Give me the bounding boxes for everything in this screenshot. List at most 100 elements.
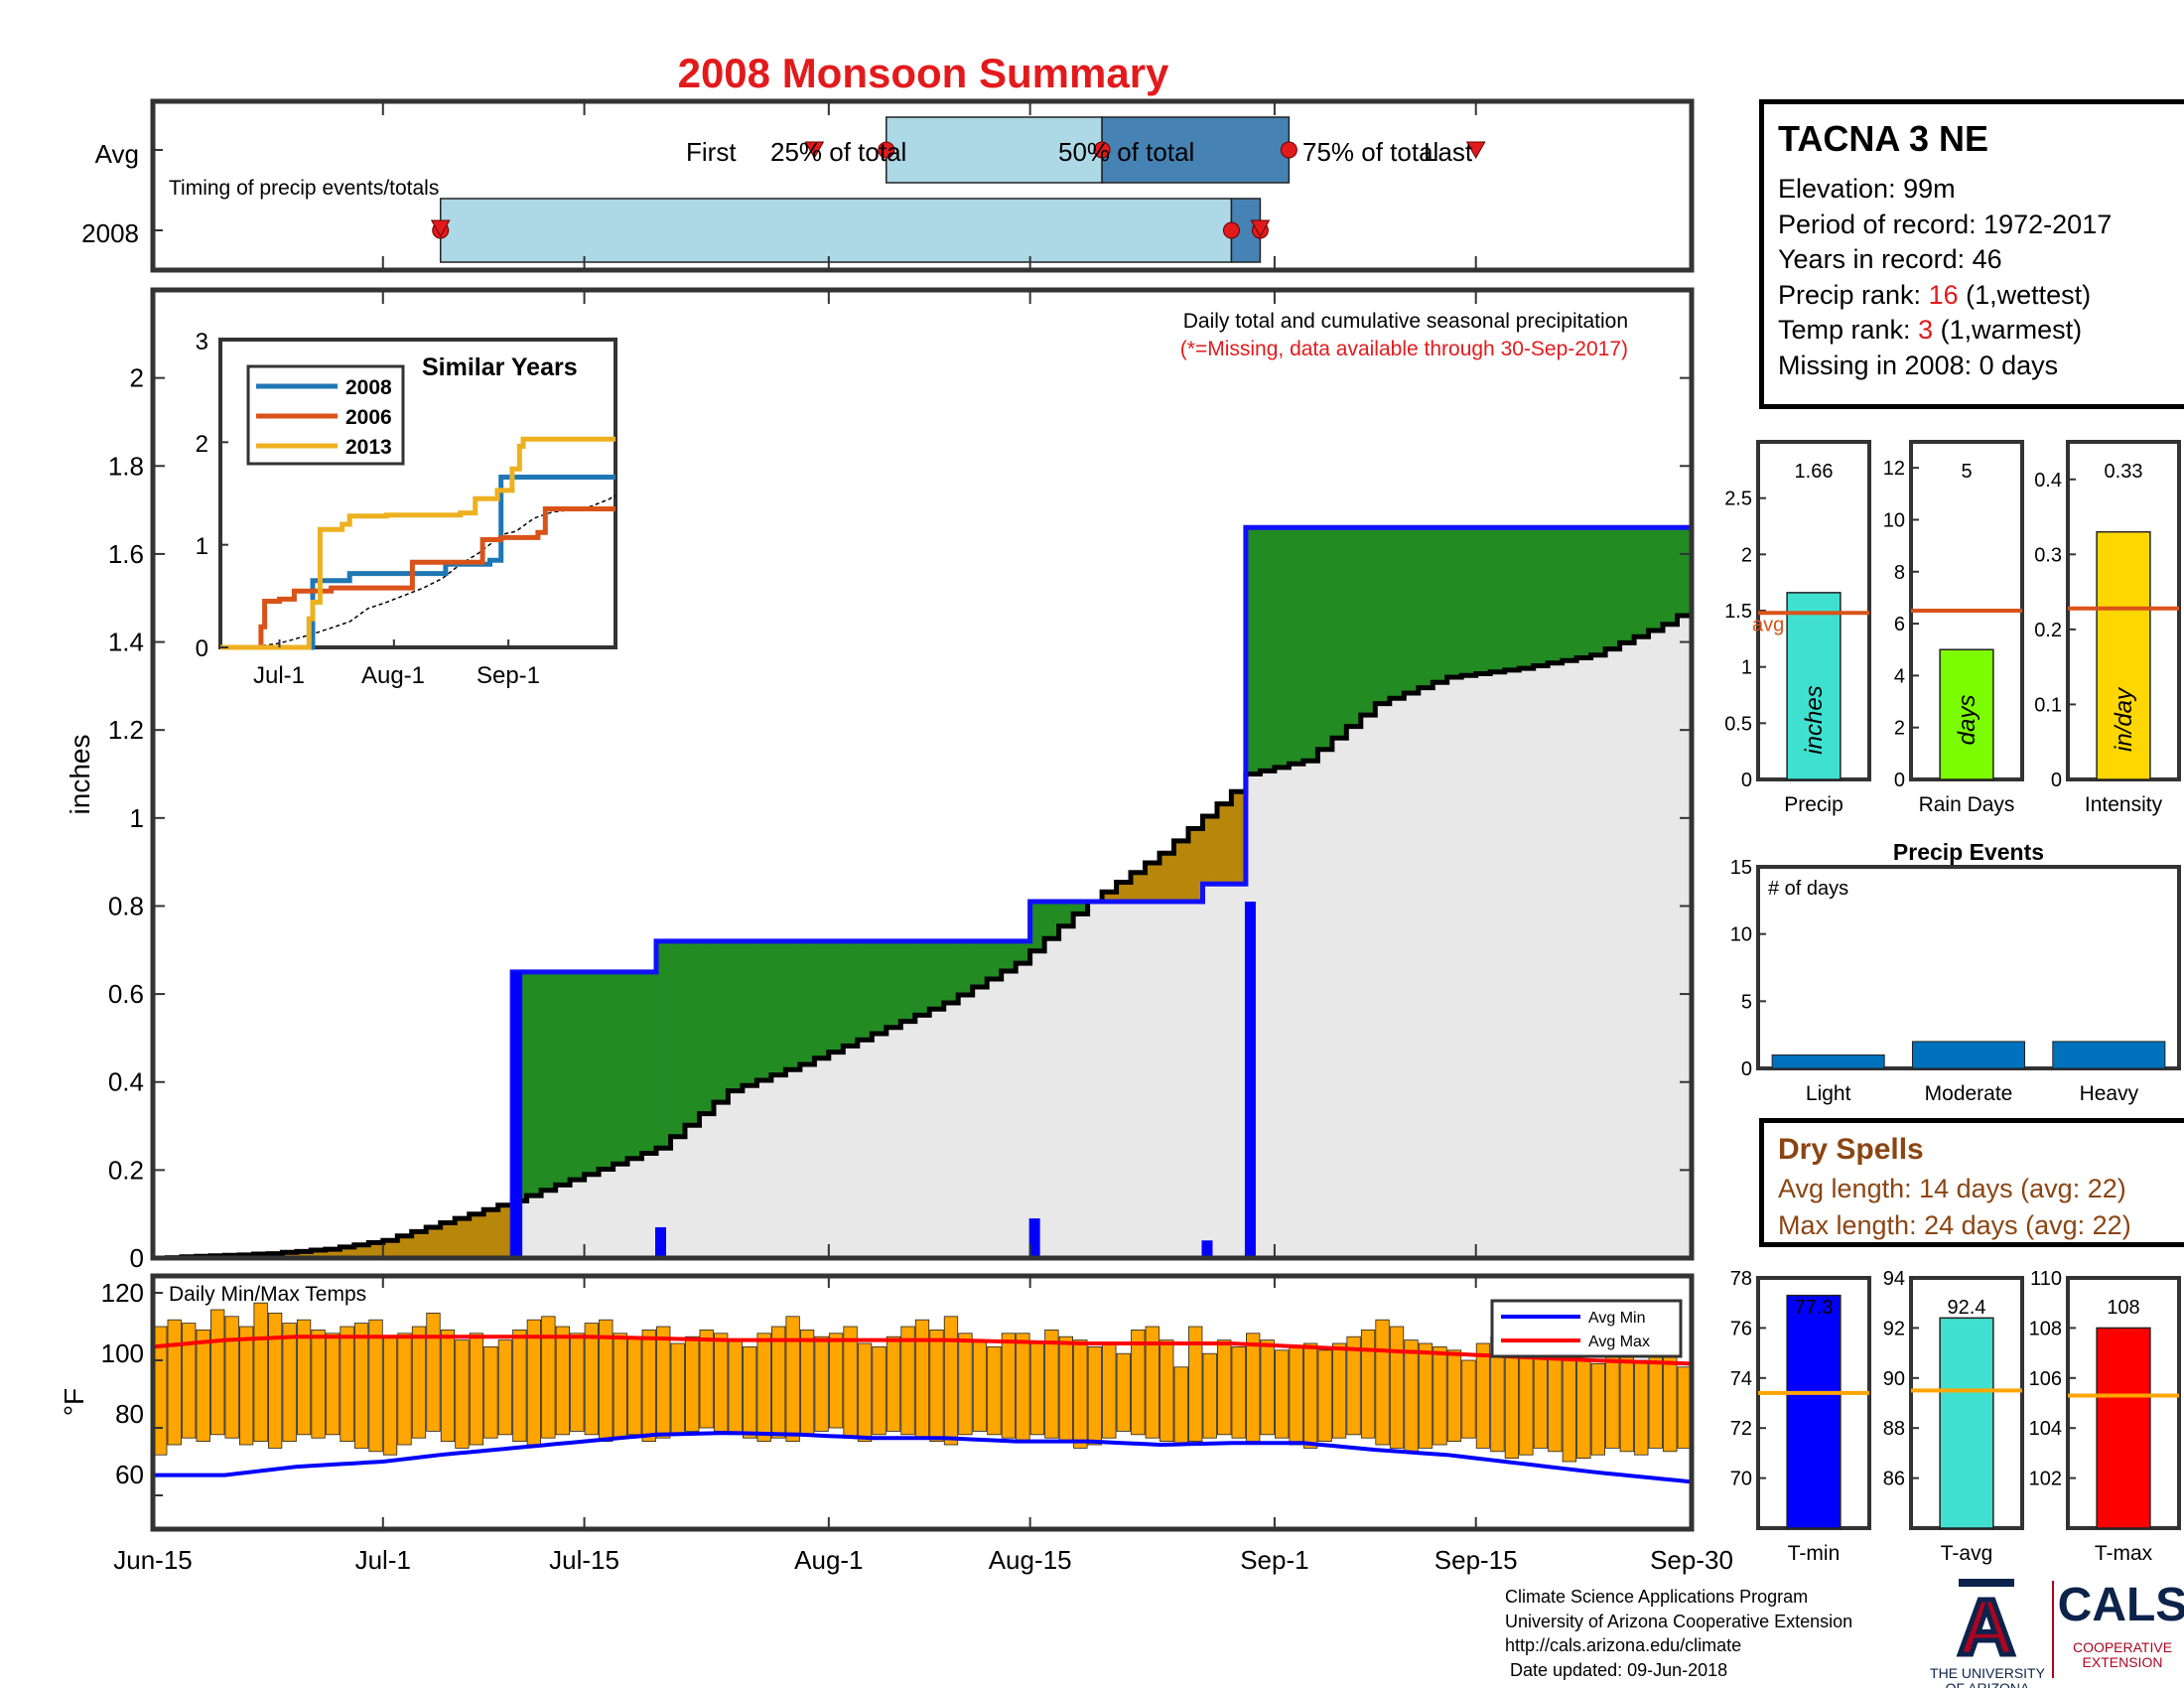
daily-temp-bar [886,1336,901,1432]
above-avg-fill [814,940,830,1058]
daily-temp-bar [282,1323,297,1442]
above-avg-fill [1260,527,1276,772]
above-avg-fill [613,971,628,1165]
above-avg-fill [1346,527,1362,727]
daily-precip-bar [1201,1240,1213,1258]
above-avg-fill [914,940,930,1016]
panel-value-label: 5 [1961,461,1972,483]
temp-rank-prefix: Temp rank: [1778,315,1919,345]
daily-temp-bar [1433,1346,1447,1446]
above-avg-fill [699,940,715,1114]
below-avg-fill [483,1209,499,1258]
daily-temp-bar [828,1333,844,1429]
above-avg-fill [1274,527,1290,768]
above-avg-fill [1446,527,1462,677]
avg-min-line [153,1431,1693,1484]
precip-rank-prefix: Precip rank: [1778,279,1929,310]
precip-missing-note: (*=Missing, data available through 30-Se… [1180,338,1628,360]
daily-temp-bar [1116,1352,1131,1432]
panel-category-label: T-max [2095,1542,2153,1565]
avg-timing-50-75 [1101,116,1291,184]
station-name: TACNA 3 NE [1778,118,1989,159]
panel-ytick-label: 5 [1741,991,1752,1013]
panel-ytick-label: 1 [1741,657,1752,679]
precip-ytick-label: 0.2 [108,1155,144,1185]
timing-legend-25: 25% of total [770,137,906,167]
daily-precip-bar [1028,1218,1040,1258]
timing-legend-last: Last [1424,137,1473,167]
panel-bar-t-min [1786,1294,1842,1529]
above-avg-fill [1375,527,1391,704]
daily-temp-bar [182,1323,197,1439]
above-avg-fill [1519,527,1535,669]
panel-bar-rain-days [1939,648,1994,780]
below-avg-fill [325,1249,341,1258]
below-avg-fill [382,1240,398,1258]
daily-temp-bar [1029,1342,1045,1436]
daily-temp-bar [1404,1339,1419,1453]
daily-temp-bar [699,1330,714,1429]
daily-temp-bar [455,1339,470,1449]
precip-ytick-label: 2 [130,363,144,393]
panel-value-label: 108 [2107,1297,2139,1319]
above-avg-fill [929,940,945,1010]
above-avg-fill [756,940,772,1080]
daily-temp-bar [1131,1330,1146,1436]
ua-logo-name-1: THE UNIVERSITY [1930,1665,2046,1681]
panel-ytick-label: 12 [1883,458,1905,480]
station-years: Years in record: 46 [1778,244,2002,274]
daily-temp-bar [167,1319,182,1446]
daily-temp-bar [426,1313,441,1432]
avg-max-line [152,1335,1693,1366]
daily-temp-bar [469,1333,484,1446]
timing-legend-first: First [686,137,737,167]
daily-temp-bar [353,1323,369,1449]
below-avg-fill [411,1231,427,1258]
panel-ytick-label: 74 [1730,1368,1752,1390]
below-avg-fill [469,1213,484,1258]
inset-xtick-sep1: Sep-1 [477,662,540,689]
panel-unit-label: in/day [2111,686,2137,752]
daily-temp-bar [1360,1330,1376,1439]
ua-logo-name-2: OF ARIZONA [1946,1680,2030,1688]
daily-temp-bar [239,1326,254,1446]
daily-temp-bar [311,1330,326,1439]
daily-temp-bar [1073,1339,1088,1449]
temps-legend [1490,1299,1683,1358]
panel-value-label: 0.33 [2105,461,2143,483]
precip-ytick-label: 1.6 [108,539,144,569]
panel-ytick-label: 90 [1883,1368,1905,1390]
inset-xtick-aug1: Aug-1 [361,662,425,689]
below-avg-fill [368,1242,384,1258]
x-tick-label: Jul-1 [355,1545,411,1575]
precip-events-category: Light [1806,1082,1851,1105]
daily-temp-bar [670,1342,685,1436]
above-avg-fill [670,940,686,1137]
panel-ytick-label: 0 [1741,1058,1752,1080]
daily-temp-bar [972,1339,988,1432]
daily-temp-bar [1375,1319,1390,1446]
temps-ytick-100: 100 [101,1338,144,1368]
daily-temp-bar [1519,1349,1534,1456]
panel-ytick-label: 4 [1894,665,1905,687]
station-info-box: TACNA 3 NE Elevation: 99m Period of reco… [1759,99,2184,409]
daily-temp-bar [1562,1346,1577,1463]
below-avg-fill [440,1222,456,1258]
precip-panel-border [150,287,1695,1261]
panel-category-label: Precip [1784,793,1843,816]
precip-events-category: Heavy [2080,1082,2139,1105]
daily-temp-bar [325,1333,341,1436]
daily-temp-bar [641,1330,656,1443]
above-avg-fill [886,940,901,1028]
below-avg-fill [497,1204,513,1258]
timing-row-label-avg: Avg [95,139,139,169]
daily-temp-bar [253,1302,268,1442]
precip-ytick-label: 1.8 [108,451,144,481]
panel-ytick-label: 2.5 [1724,489,1752,510]
temp-rank-value: 3 [1918,315,1934,345]
above-avg-fill [1016,940,1031,964]
above-avg-fill [785,940,801,1070]
daily-temp-bar [1648,1342,1663,1449]
panel-ytick-label: 88 [1883,1418,1905,1440]
